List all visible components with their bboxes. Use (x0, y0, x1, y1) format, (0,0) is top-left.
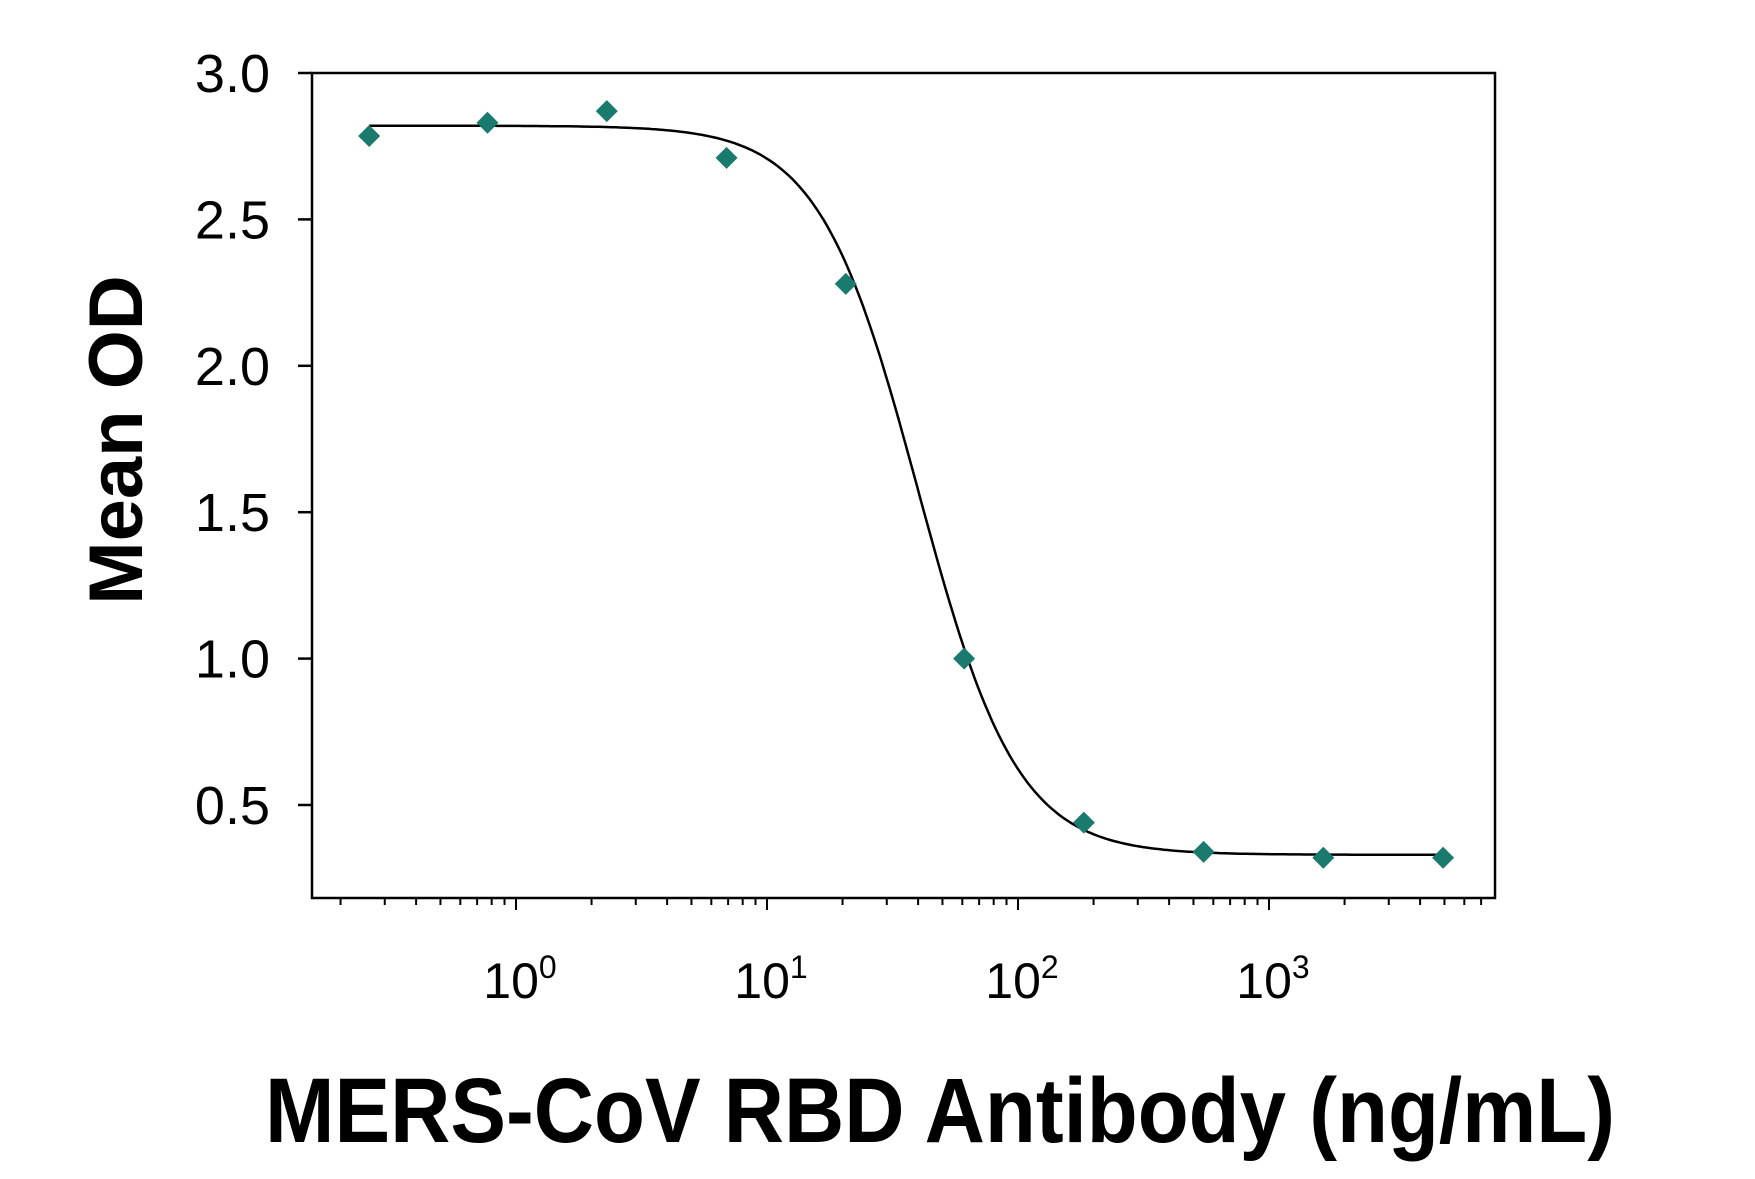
x-tick-label: 103 (1236, 949, 1309, 1009)
data-point-diamond (1192, 840, 1215, 863)
y-tick-label: 2.5 (195, 190, 270, 250)
x-axis-ticks: 100 101 102 103 (339, 898, 1483, 1009)
data-point-diamond (834, 272, 857, 295)
data-point-diamond (476, 111, 499, 134)
x-axis-title: MERS-CoV RBD Antibody (ng/mL) (265, 1060, 1615, 1162)
x-tick-label: 102 (985, 949, 1058, 1009)
data-points (358, 100, 1455, 869)
y-tick-label: 1.5 (195, 483, 270, 543)
y-tick-label: 2.0 (195, 337, 270, 397)
data-point-diamond (953, 647, 976, 670)
y-axis-ticks: 3.0 2.5 2.0 1.5 1.0 0.5 (195, 44, 312, 836)
fit-curve-path (369, 124, 1444, 857)
data-point-diamond (595, 100, 618, 123)
plot-frame (310, 71, 1497, 900)
y-tick-label: 0.5 (195, 776, 270, 836)
data-point-diamond (1432, 846, 1455, 869)
fit-curve (369, 124, 1444, 857)
y-tick-label: 1.0 (195, 630, 270, 690)
data-point-diamond (715, 146, 738, 169)
data-point-diamond (1072, 811, 1095, 834)
x-tick-label: 101 (734, 949, 807, 1009)
y-axis-title: Mean OD (74, 275, 159, 604)
data-point-diamond (1312, 846, 1335, 869)
y-tick-label: 3.0 (195, 44, 270, 104)
data-point-diamond (358, 124, 381, 147)
x-tick-label: 100 (483, 949, 556, 1009)
